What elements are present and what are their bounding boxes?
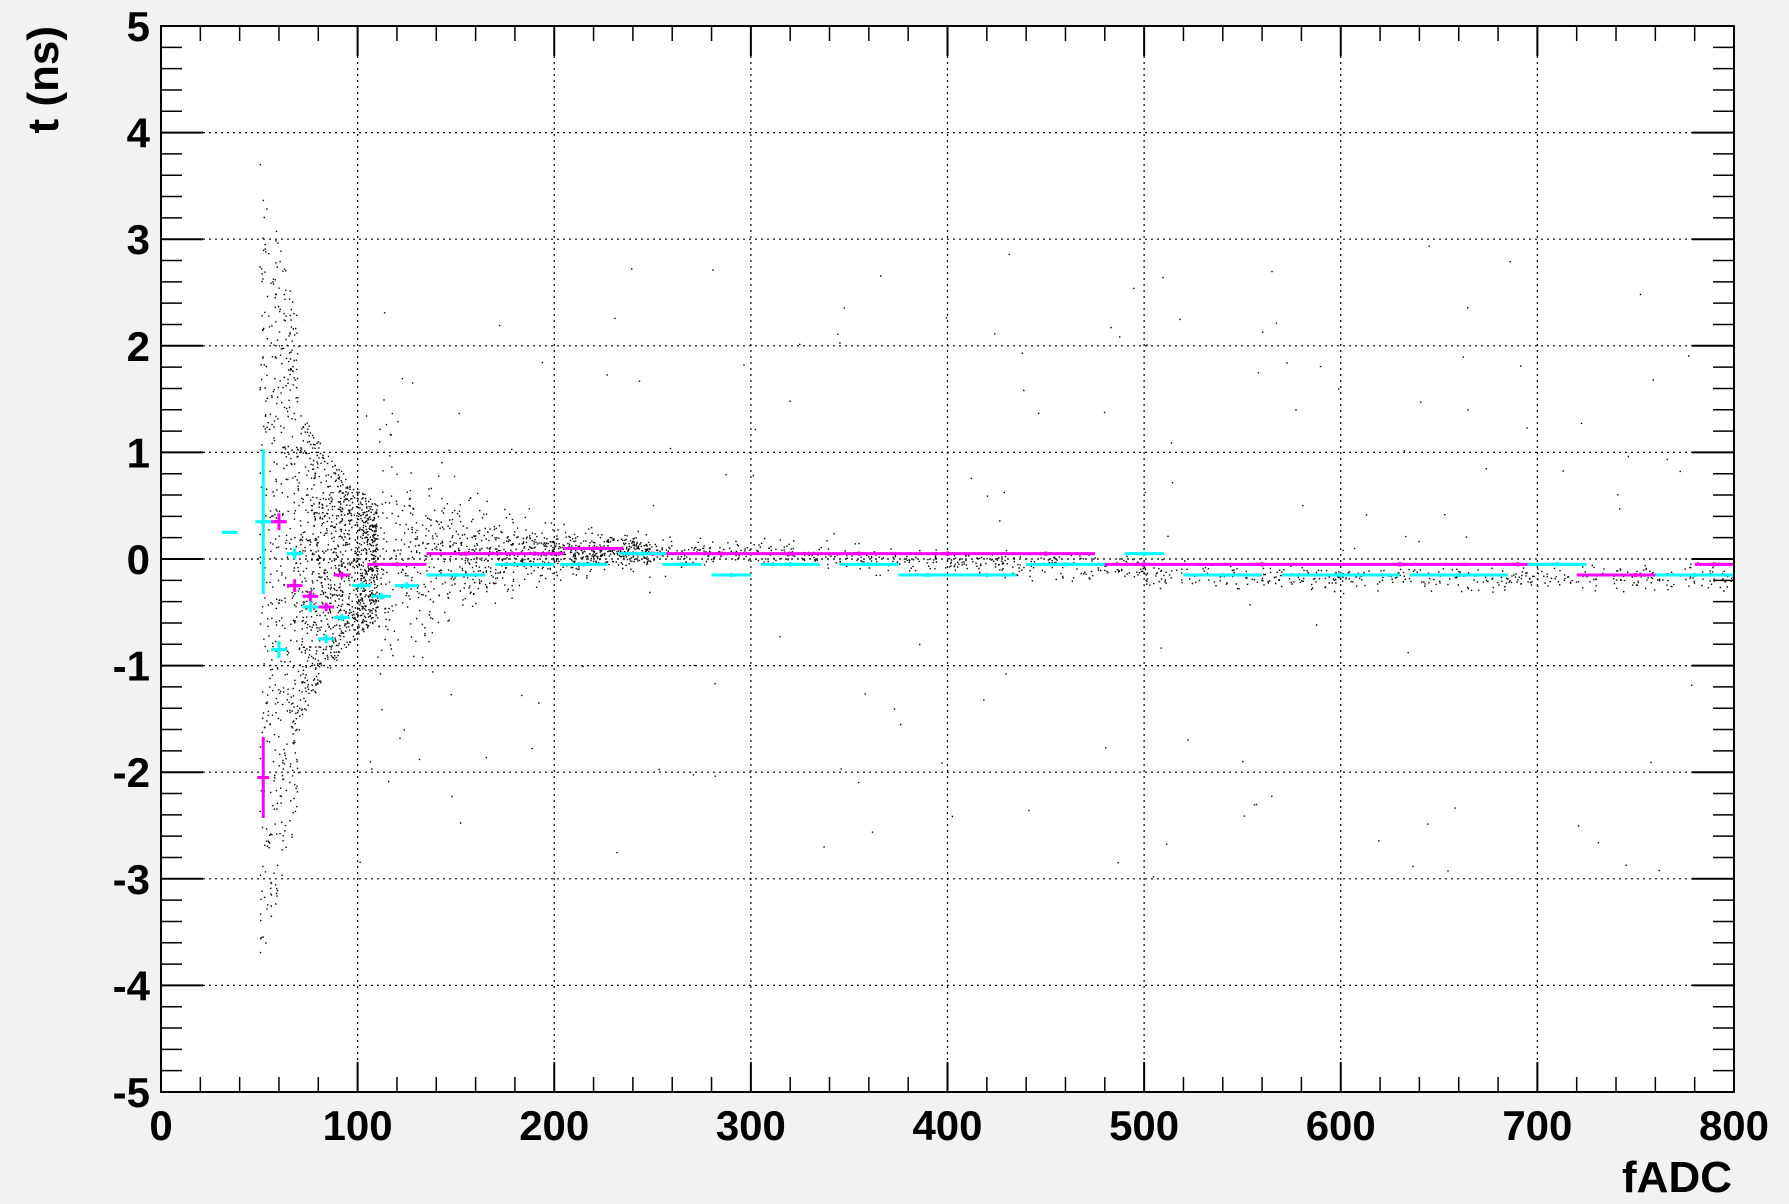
y-tick-label: -2 bbox=[113, 749, 150, 796]
magenta-series bbox=[257, 513, 1734, 819]
y-tick-label: 1 bbox=[127, 429, 150, 476]
y-tick-label: 3 bbox=[127, 216, 150, 263]
x-tick-label: 400 bbox=[912, 1102, 982, 1149]
y-tick-label: 0 bbox=[127, 536, 150, 583]
x-tick-label: 100 bbox=[323, 1102, 393, 1149]
y-tick-label: 5 bbox=[127, 3, 150, 50]
y-tick-label: -5 bbox=[113, 1069, 150, 1116]
y-tick-label: -3 bbox=[113, 856, 150, 903]
y-tick-label: -4 bbox=[113, 962, 151, 1009]
x-tick-label: 600 bbox=[1306, 1102, 1376, 1149]
cyan-series bbox=[221, 449, 1734, 659]
x-tick-label: 0 bbox=[149, 1102, 172, 1149]
y-tick-label: 2 bbox=[127, 323, 150, 370]
y-tick-label: -1 bbox=[113, 643, 150, 690]
axis-ticks bbox=[160, 25, 1735, 1093]
x-tick-labels: 0 100 200 300 400 500 600 700 800 bbox=[149, 1102, 1769, 1149]
x-axis-title: fADC bbox=[1622, 1153, 1732, 1202]
y-axis-title: t (ns) bbox=[19, 26, 68, 134]
x-tick-label: 500 bbox=[1109, 1102, 1179, 1149]
y-tick-label: 4 bbox=[127, 110, 151, 157]
profile-series bbox=[221, 449, 1734, 819]
x-tick-label: 300 bbox=[716, 1102, 786, 1149]
y-tick-labels: -5 -4 -3 -2 -1 0 1 2 3 4 5 bbox=[113, 3, 151, 1116]
x-tick-label: 700 bbox=[1502, 1102, 1572, 1149]
scatter-points-path bbox=[259, 164, 1735, 954]
x-tick-label: 800 bbox=[1699, 1102, 1769, 1149]
x-tick-label: 200 bbox=[519, 1102, 589, 1149]
scatter-points bbox=[259, 164, 1735, 954]
